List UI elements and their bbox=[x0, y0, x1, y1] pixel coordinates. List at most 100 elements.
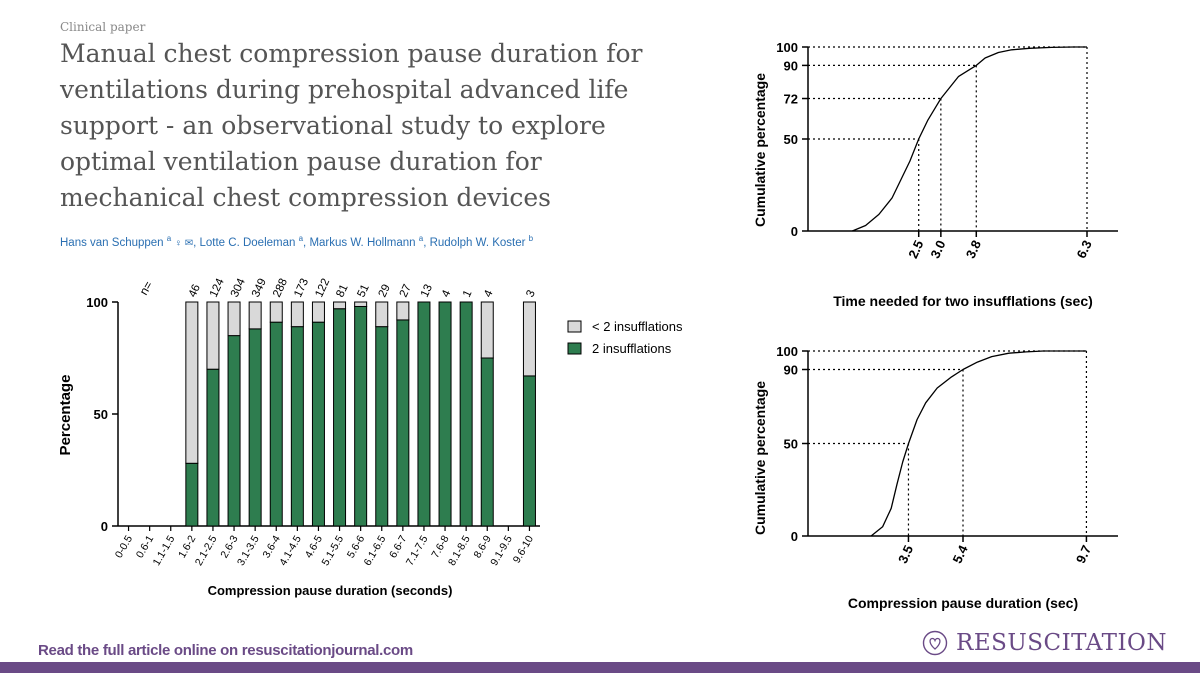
author-name[interactable]: Hans van Schuppen bbox=[60, 236, 164, 249]
bar-chart-ylabel: Percentage bbox=[57, 375, 74, 456]
cum1-y-tick-label: 0 bbox=[791, 224, 798, 239]
cum2-xlabel: Compression pause duration (sec) bbox=[848, 595, 1078, 611]
article-link[interactable]: Read the full article online on resuscit… bbox=[38, 642, 413, 659]
bar-segment-lt2-insufflations bbox=[227, 301, 241, 337]
cum2-x-tick-label: 5.4 bbox=[949, 542, 971, 565]
bar-n-label: 1 bbox=[461, 288, 475, 299]
author-affiliation: a bbox=[418, 234, 424, 243]
bar-segment-lt2-insufflations bbox=[269, 301, 283, 323]
bar-chart-xlabel: Compression pause duration (seconds) bbox=[208, 583, 453, 598]
bar-segment-2-insufflations bbox=[333, 308, 347, 527]
legend-label: 2 insufflations bbox=[592, 341, 672, 356]
bar-segment-lt2-insufflations bbox=[354, 301, 368, 307]
bar-x-tick-label: 3.1-3.5 bbox=[235, 533, 262, 567]
bar-n-label: 122 bbox=[313, 277, 332, 299]
bar-segment-2-insufflations bbox=[522, 375, 536, 527]
legend-swatch bbox=[567, 342, 582, 355]
cum1-y-tick-label: 72 bbox=[784, 92, 798, 107]
cum2-ylabel: Cumulative percentage bbox=[752, 381, 768, 535]
bar-x-tick-label: 2.1-2.5 bbox=[193, 533, 220, 567]
paper-kicker: Clinical paper bbox=[60, 20, 146, 34]
cum2-y-tick-label: 0 bbox=[791, 529, 798, 544]
cum2-x-tick-label: 3.5 bbox=[895, 543, 916, 566]
cum1-series-line bbox=[852, 46, 1087, 232]
bar-segment-lt2-insufflations bbox=[480, 301, 494, 359]
bar-y-tick-label: 0 bbox=[101, 519, 108, 534]
bar-segment-lt2-insufflations bbox=[311, 301, 325, 323]
bar-n-label: 27 bbox=[398, 283, 414, 300]
bar-segment-2-insufflations bbox=[206, 368, 220, 527]
stacked-bar-chart: Percentage Compression pause duration (s… bbox=[57, 276, 683, 598]
cum1-x-tick-label: 3.8 bbox=[963, 238, 984, 261]
cum1-xlabel: Time needed for two insufflations (sec) bbox=[833, 293, 1093, 309]
bar-x-tick-label: 7.1-7.5 bbox=[404, 533, 431, 567]
paper-title: Manual chest compression pause duration … bbox=[60, 39, 643, 212]
bar-segment-2-insufflations bbox=[354, 305, 368, 527]
bar-n-label: 29 bbox=[377, 283, 393, 300]
bar-segment-2-insufflations bbox=[269, 321, 283, 527]
bar-segment-2-insufflations bbox=[480, 357, 494, 527]
bar-n-label: 13 bbox=[419, 283, 435, 300]
bar-n-label: 173 bbox=[292, 277, 311, 299]
bar-n-label: 304 bbox=[229, 276, 248, 299]
bar-n-label: 3 bbox=[524, 288, 538, 299]
cum1-y-tick-label: 50 bbox=[784, 132, 798, 147]
bar-segment-lt2-insufflations bbox=[206, 301, 220, 370]
bar-n-label: 349 bbox=[250, 277, 269, 299]
bar-x-tick-label: 9.1-9.5 bbox=[488, 533, 515, 567]
cum2-x-tick-label: 9.7 bbox=[1073, 543, 1094, 566]
bar-x-tick-label: 0-0.5 bbox=[113, 533, 135, 560]
bar-y-tick-label: 100 bbox=[86, 295, 108, 310]
cum1-x-tick-label: 3.0 bbox=[927, 238, 948, 261]
bar-segment-lt2-insufflations bbox=[185, 301, 199, 464]
footer-bar bbox=[0, 662, 1200, 673]
bar-n-label: 288 bbox=[271, 277, 290, 299]
bar-segment-lt2-insufflations bbox=[375, 301, 389, 328]
legend-swatch bbox=[567, 320, 582, 333]
bar-x-tick-label: 9.6-10 bbox=[511, 533, 536, 565]
bar-n-label: 51 bbox=[355, 283, 371, 300]
bar-segment-2-insufflations bbox=[248, 328, 262, 527]
bar-n-label: 4 bbox=[440, 288, 454, 299]
author-name[interactable]: Lotte C. Doeleman bbox=[199, 236, 296, 249]
bar-segment-2-insufflations bbox=[290, 326, 304, 527]
author-contact-icons[interactable]: ♀ ✉ bbox=[174, 237, 194, 249]
author-affiliation: a bbox=[166, 234, 172, 243]
bar-segment-2-insufflations bbox=[396, 319, 410, 527]
cum1-y-tick-label: 100 bbox=[776, 40, 798, 55]
cum1-y-tick-label: 90 bbox=[784, 58, 798, 73]
cum1-x-tick-label: 2.5 bbox=[905, 238, 926, 261]
journal-name: RESUSCITATION bbox=[956, 630, 1168, 656]
bar-segment-lt2-insufflations bbox=[522, 301, 536, 377]
bar-x-tick-label: 6.1-6.5 bbox=[362, 533, 389, 567]
author-affiliation: b bbox=[528, 234, 534, 243]
cum2-y-tick-label: 100 bbox=[776, 344, 798, 359]
cumulative-chart-insufflations: Cumulative percentage Time needed for tw… bbox=[752, 40, 1118, 309]
bar-x-tick-label: 8.1-8.5 bbox=[446, 533, 473, 567]
bar-n-label: 81 bbox=[334, 283, 350, 300]
heart-logo-icon bbox=[922, 630, 948, 656]
author-name[interactable]: Rudolph W. Koster bbox=[429, 236, 526, 249]
bar-x-tick-label: 1.1-1.5 bbox=[151, 533, 178, 567]
bar-x-tick-label: 4.1-4.5 bbox=[277, 533, 304, 567]
bar-x-tick-label: 5.1-5.5 bbox=[319, 533, 346, 567]
bar-n-label: 124 bbox=[208, 276, 227, 299]
journal-brand: RESUSCITATION bbox=[922, 630, 1167, 656]
bar-segment-2-insufflations bbox=[459, 301, 473, 527]
cum2-series-line bbox=[870, 350, 1087, 537]
bar-segment-2-insufflations bbox=[438, 301, 452, 527]
bar-segment-2-insufflations bbox=[227, 335, 241, 527]
bar-segment-lt2-insufflations bbox=[333, 301, 347, 310]
cum2-y-tick-label: 50 bbox=[784, 437, 798, 452]
bar-segment-lt2-insufflations bbox=[290, 301, 304, 328]
bar-segment-2-insufflations bbox=[185, 462, 199, 527]
bar-segment-2-insufflations bbox=[311, 321, 325, 527]
bar-segment-2-insufflations bbox=[417, 301, 431, 527]
author-list: Hans van Schuppen a ♀ ✉, Lotte C. Doelem… bbox=[60, 234, 534, 249]
cum1-x-tick-label: 6.3 bbox=[1073, 238, 1094, 261]
cum2-y-tick-label: 90 bbox=[784, 363, 798, 378]
cum1-ylabel: Cumulative percentage bbox=[752, 73, 768, 227]
author-name[interactable]: Markus W. Hollmann bbox=[309, 236, 416, 249]
bar-segment-2-insufflations bbox=[375, 326, 389, 527]
legend-label: < 2 insufflations bbox=[592, 319, 683, 334]
